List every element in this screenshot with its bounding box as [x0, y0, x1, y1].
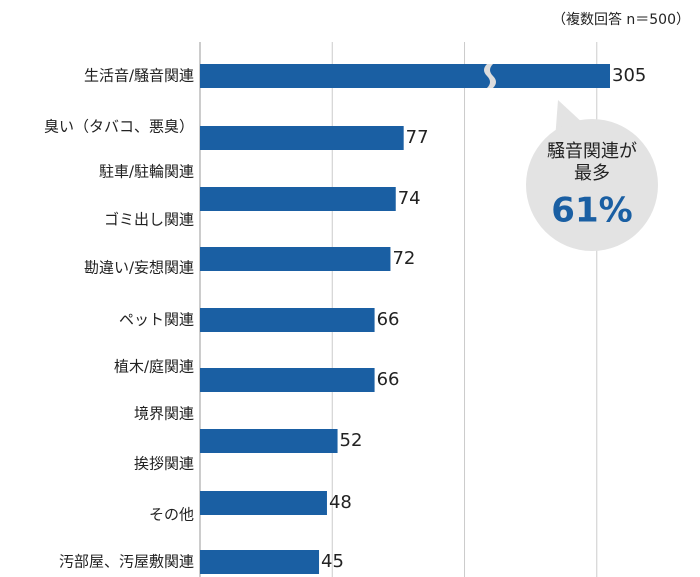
category-label: 駐車/駐輪関連	[99, 163, 194, 181]
value-label: 72	[392, 248, 415, 269]
bar	[200, 491, 327, 515]
category-label: 勘違い/妄想関連	[84, 259, 194, 277]
bar	[200, 187, 396, 211]
value-label: 52	[340, 430, 363, 451]
category-label: 境界関連	[134, 405, 194, 423]
value-label: 74	[398, 188, 421, 209]
value-label: 305	[612, 65, 646, 86]
bar	[200, 308, 375, 332]
callout-text: 最多	[574, 163, 610, 184]
callout-text: 騒音関連が	[547, 141, 637, 162]
axis-break	[484, 64, 496, 88]
category-label: 汚部屋、汚屋敷関連	[59, 553, 194, 571]
note: （複数回答 n＝500）	[552, 11, 690, 28]
category-label: 植木/庭関連	[114, 358, 194, 376]
value-label: 66	[377, 369, 400, 390]
bar	[200, 550, 320, 574]
bar	[200, 247, 391, 271]
value-label: 66	[377, 309, 400, 330]
value-label: 77	[406, 127, 429, 148]
category-label: その他	[149, 506, 194, 524]
bar	[200, 368, 375, 392]
bar	[200, 64, 610, 88]
category-label: ゴミ出し関連	[104, 211, 194, 229]
bar	[200, 126, 404, 150]
callout-value: 61%	[551, 191, 632, 231]
value-label: 45	[321, 551, 344, 572]
bar	[200, 429, 338, 453]
callout-bubble	[526, 119, 658, 251]
category-label: 生活音/騒音関連	[84, 67, 194, 85]
category-label: 挨拶関連	[134, 455, 194, 473]
category-label: ペット関連	[119, 311, 194, 329]
category-label: 臭い（タバコ、悪臭）	[44, 118, 194, 136]
value-label: 48	[329, 492, 352, 513]
